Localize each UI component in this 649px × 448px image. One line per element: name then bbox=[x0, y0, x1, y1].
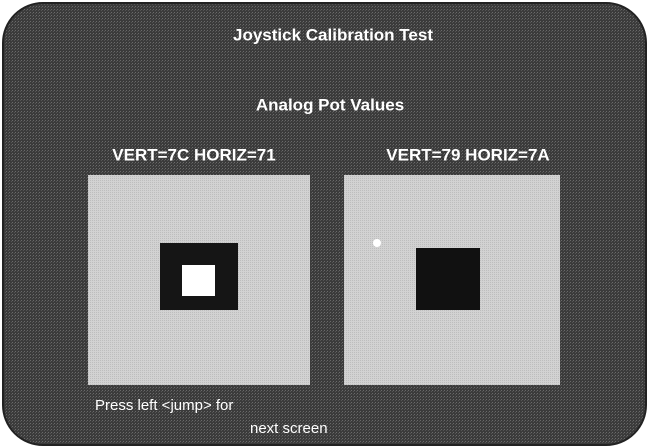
heading: Analog Pot Values bbox=[256, 95, 404, 114]
joystick-panel bbox=[88, 175, 310, 385]
footer-text: Press left <jump> for bbox=[95, 397, 233, 414]
page: Joystick Calibration Test Analog Pot Val… bbox=[0, 0, 649, 448]
joystick-label: VERT=7C HORIZ=71 bbox=[112, 145, 275, 164]
cursor-outer bbox=[416, 248, 480, 310]
cursor-inner bbox=[182, 265, 215, 296]
joystick-panel bbox=[344, 175, 560, 385]
title: Joystick Calibration Test bbox=[233, 25, 433, 44]
footer-text: next screen bbox=[250, 420, 328, 437]
cursor-dot bbox=[373, 239, 381, 247]
joystick-label: VERT=79 HORIZ=7A bbox=[386, 145, 549, 164]
screen: Joystick Calibration Test Analog Pot Val… bbox=[0, 0, 649, 448]
